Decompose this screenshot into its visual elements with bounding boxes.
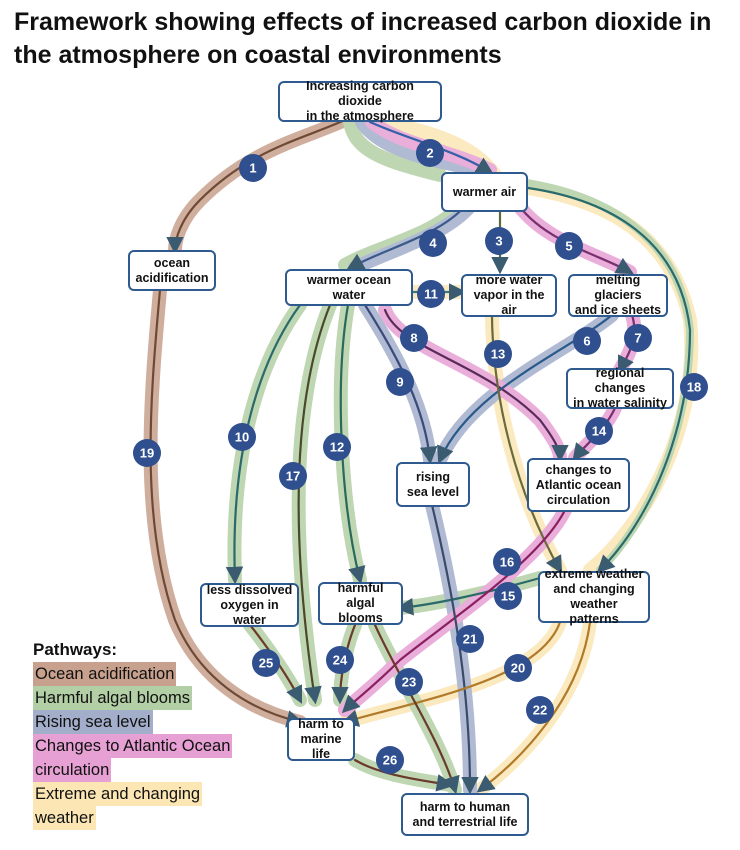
band-algal-top bbox=[343, 115, 447, 182]
svg-text:9: 9 bbox=[396, 375, 403, 390]
node-warmer-air: warmer air bbox=[441, 172, 528, 212]
svg-text:1: 1 bbox=[249, 161, 256, 176]
badge-10: 10 bbox=[228, 423, 256, 451]
svg-text:24: 24 bbox=[333, 653, 348, 668]
svg-text:6: 6 bbox=[583, 334, 590, 349]
node-warmer-ocean-water: warmer ocean water bbox=[285, 269, 413, 306]
svg-text:4: 4 bbox=[429, 236, 437, 251]
svg-text:19: 19 bbox=[140, 446, 154, 461]
legend-item-weather-cont: weather bbox=[33, 806, 96, 830]
band-ocean-acidification-1 bbox=[168, 113, 352, 257]
badge-17: 17 bbox=[279, 462, 307, 490]
node-atlantic-circulation: changes to Atlantic ocean circulation bbox=[527, 458, 630, 512]
badge-9: 9 bbox=[386, 368, 414, 396]
node-harmful-algal-blooms: harmful algal blooms bbox=[318, 581, 403, 625]
badge-6: 6 bbox=[573, 327, 601, 355]
node-increasing-co2: Increasing carbon dioxide in the atmosph… bbox=[278, 79, 442, 123]
badge-1: 1 bbox=[239, 154, 267, 182]
svg-text:17: 17 bbox=[286, 469, 300, 484]
node-melting-glaciers: melting glaciers and ice sheets bbox=[568, 273, 668, 317]
svg-text:11: 11 bbox=[424, 287, 438, 302]
svg-text:18: 18 bbox=[687, 380, 701, 395]
svg-text:8: 8 bbox=[410, 331, 417, 346]
badge-2: 2 bbox=[416, 139, 444, 167]
node-regional-salinity: regional changes in water salinity bbox=[566, 366, 674, 410]
node-more-water-vapor: more water vapor in the air bbox=[461, 273, 557, 317]
svg-text:15: 15 bbox=[501, 589, 515, 604]
svg-text:7: 7 bbox=[634, 331, 641, 346]
svg-text:3: 3 bbox=[495, 234, 502, 249]
band-sea-level-2 bbox=[355, 115, 487, 177]
band-algal-17 bbox=[291, 298, 337, 707]
node-ocean-acidification: ocean acidification bbox=[128, 250, 216, 291]
badge-22: 22 bbox=[526, 696, 554, 724]
svg-text:25: 25 bbox=[259, 656, 273, 671]
svg-text:21: 21 bbox=[463, 632, 477, 647]
node-less-oxygen: less dissolved oxygen in water bbox=[200, 583, 299, 627]
badge-7: 7 bbox=[624, 324, 652, 352]
legend-item-sea-level: Rising sea level bbox=[33, 710, 153, 734]
badge-16: 16 bbox=[493, 548, 521, 576]
legend-item-algal-blooms: Harmful algal blooms bbox=[33, 686, 192, 710]
legend: Pathways: Ocean acidification Harmful al… bbox=[33, 640, 233, 830]
badge-4: 4 bbox=[419, 229, 447, 257]
svg-text:5: 5 bbox=[565, 239, 572, 254]
svg-text:13: 13 bbox=[491, 347, 505, 362]
pathway-badges: 1 2 3 4 5 6 7 8 9 10 11 12 13 14 15 16 1… bbox=[133, 139, 708, 774]
badge-14: 14 bbox=[585, 417, 613, 445]
badge-12: 12 bbox=[323, 433, 351, 461]
svg-text:12: 12 bbox=[330, 440, 344, 455]
svg-text:14: 14 bbox=[592, 424, 607, 439]
badge-8: 8 bbox=[400, 324, 428, 352]
svg-text:23: 23 bbox=[402, 675, 416, 690]
legend-title: Pathways: bbox=[33, 640, 118, 659]
node-rising-sea-level: rising sea level bbox=[396, 462, 470, 507]
badge-18: 18 bbox=[680, 373, 708, 401]
badge-3: 3 bbox=[485, 227, 513, 255]
page-title: Framework showing effects of increased c… bbox=[14, 8, 712, 69]
svg-text:20: 20 bbox=[511, 661, 525, 676]
node-extreme-weather: extreme weather and changing weather pat… bbox=[538, 567, 650, 626]
legend-item-atlantic: Changes to Atlantic Ocean bbox=[33, 734, 233, 758]
badge-23: 23 bbox=[395, 668, 423, 696]
svg-text:16: 16 bbox=[500, 555, 514, 570]
badge-15: 15 bbox=[494, 582, 522, 610]
svg-text:22: 22 bbox=[533, 703, 547, 718]
badge-11: 11 bbox=[417, 280, 445, 308]
svg-text:10: 10 bbox=[235, 430, 249, 445]
legend-item-weather: Extreme and changing bbox=[33, 782, 203, 806]
badge-24: 24 bbox=[326, 646, 354, 674]
badge-21: 21 bbox=[456, 625, 484, 653]
node-harm-marine-life: harm to marine life bbox=[287, 717, 355, 761]
badge-5: 5 bbox=[555, 232, 583, 260]
legend-item-ocean-acidification: Ocean acidification bbox=[33, 662, 177, 686]
badge-26: 26 bbox=[376, 746, 404, 774]
badge-13: 13 bbox=[484, 340, 512, 368]
badge-20: 20 bbox=[504, 654, 532, 682]
svg-text:2: 2 bbox=[426, 146, 433, 161]
badge-25: 25 bbox=[252, 649, 280, 677]
node-harm-human-terrestrial: harm to human and terrestrial life bbox=[401, 793, 529, 836]
svg-text:26: 26 bbox=[383, 753, 397, 768]
badge-19: 19 bbox=[133, 439, 161, 467]
legend-item-atlantic-cont: circulation bbox=[33, 758, 112, 782]
